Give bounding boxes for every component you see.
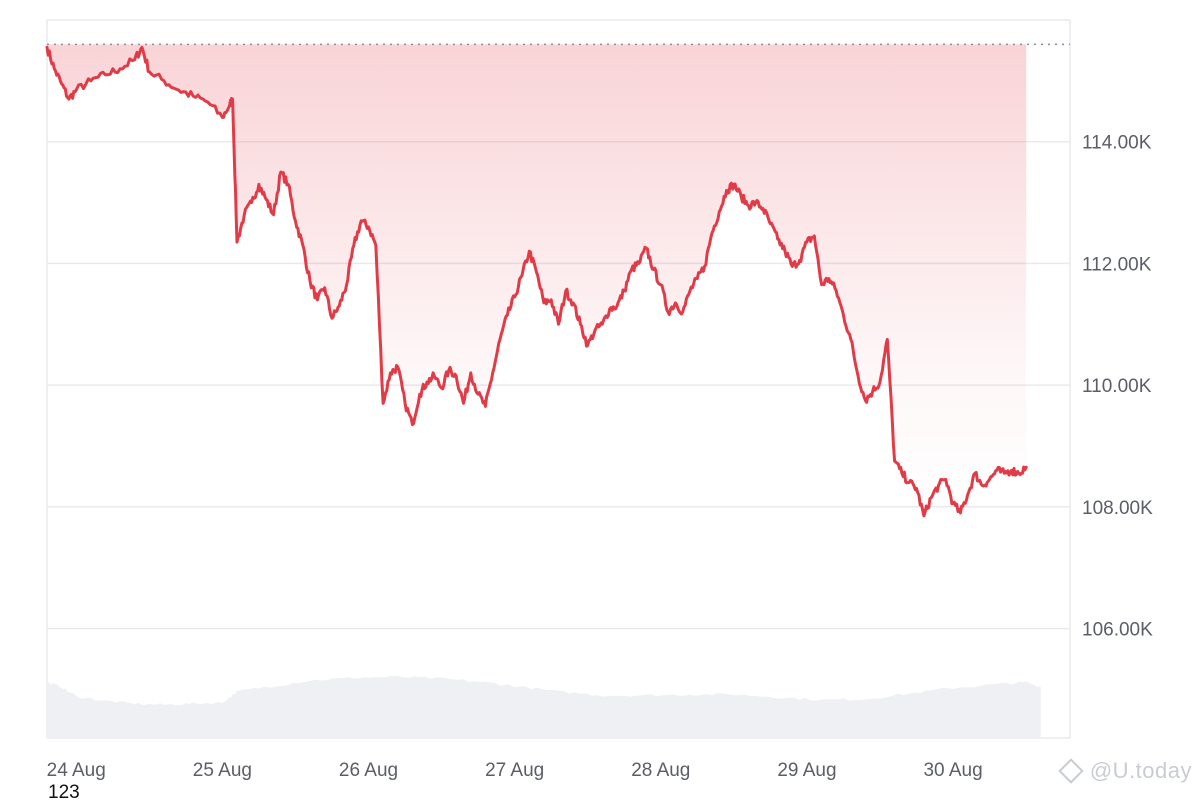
volume-area [47, 675, 1041, 738]
x-tick-label: 29 Aug [777, 760, 836, 781]
y-tick-label: 108.00K [1082, 498, 1153, 519]
line-layer [45, 45, 1028, 518]
x-tick-label: 27 Aug [485, 760, 544, 781]
y-tick-label: 114.00K [1082, 133, 1152, 154]
y-tick-label: 110.00K [1082, 376, 1152, 397]
price-line [45, 45, 1028, 518]
watermark-text: @U.today [1089, 758, 1192, 783]
x-tick-label: 26 Aug [339, 760, 398, 781]
x-tick-label: 24 Aug [47, 760, 106, 781]
y-tick-label: 106.00K [1082, 619, 1153, 640]
x-tick-label: 28 Aug [631, 760, 690, 781]
axis-layer: 114.00K 112.00K 110.00K 108.00K 106.00K 24 Au… [47, 133, 1153, 781]
y-tick-label: 112.00K [1082, 254, 1152, 275]
price-area-fill [47, 44, 1027, 516]
diamond-icon [1058, 758, 1084, 784]
x-tick-label: 25 Aug [193, 760, 252, 781]
volume-layer [47, 675, 1041, 738]
watermark: @U.today [1058, 758, 1192, 784]
footer-number: 123 [48, 782, 80, 803]
x-tick-label: 30 Aug [923, 760, 982, 781]
area-layer [47, 44, 1027, 516]
